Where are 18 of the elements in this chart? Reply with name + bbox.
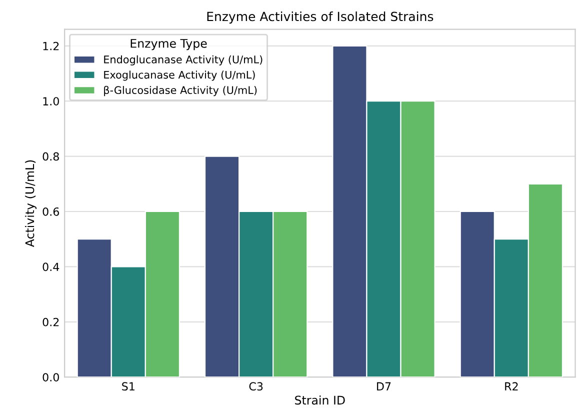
x-tick-label: C3 [249,382,263,391]
x-tick-label: S1 [122,382,134,391]
y-tick-label: 0.0 [42,373,59,382]
y-tick-label: 0.8 [42,152,59,161]
legend-label: Exoglucanase Activity (U/mL) [104,70,255,81]
legend-label: Endoglucanase Activity (U/mL) [104,55,262,66]
y-axis-title: Activity (U/mL) [25,160,36,248]
y-tick-label: 0.2 [42,318,59,326]
x-axis-title: Strain ID [295,395,345,405]
y-tick-label: 0.6 [42,207,60,216]
y-tick-label: 1.2 [43,42,59,50]
x-tick-label: D7 [377,382,391,390]
chart-title: Enzyme Activities of Isolated Strains [207,12,434,24]
x-tick-label: R2 [505,382,518,390]
legend-label: β-Glucosidase Activity (U/mL) [104,86,257,96]
y-tick-label: 0.4 [42,262,60,272]
legend-title: Enzyme Type [130,39,207,50]
y-tick-label: 1.0 [43,97,59,106]
